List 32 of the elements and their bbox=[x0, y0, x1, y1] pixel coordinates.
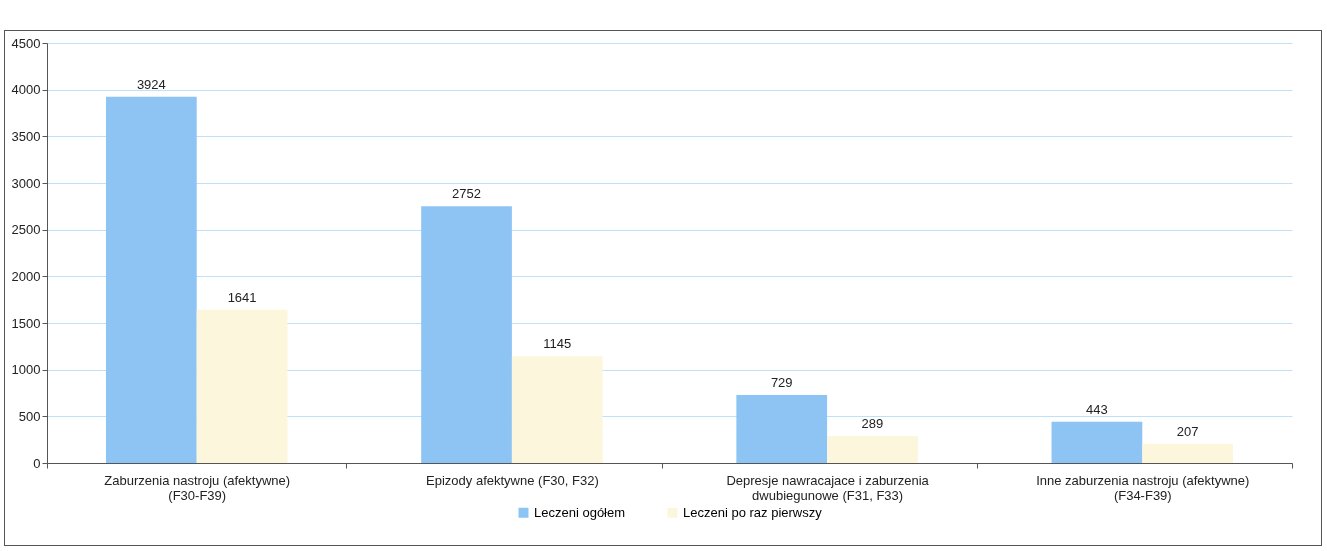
x-tick-label: Inne zaburzenia nastroju (afektywne) (F34-F39) bbox=[1036, 472, 1250, 503]
data-label: 1641 bbox=[227, 289, 257, 305]
data-label: 3924 bbox=[136, 76, 166, 92]
bar bbox=[196, 309, 288, 463]
y-tick-label: 1500 bbox=[11, 315, 41, 331]
data-label: 729 bbox=[770, 374, 793, 390]
legend-label: Leczeni po raz pierwszy bbox=[683, 504, 823, 520]
y-tick-label: 1000 bbox=[11, 362, 41, 378]
bar bbox=[1051, 421, 1143, 463]
data-label: 2752 bbox=[452, 186, 481, 202]
x-tick-label: Depresje nawracajace i zaburzenia dwubiegunowe (F31, F33) bbox=[726, 472, 930, 503]
y-tick-label: 0 bbox=[33, 455, 41, 471]
bar bbox=[511, 356, 603, 463]
y-tick-label: 3500 bbox=[11, 128, 41, 144]
x-tick-label: Zaburzenia nastroju (afektywne) (F30-F39) bbox=[104, 472, 291, 503]
bar bbox=[736, 394, 828, 463]
bar bbox=[105, 96, 197, 463]
x-tick-label: Epizody afektywne (F30, F32) bbox=[426, 472, 599, 488]
data-label: 207 bbox=[1176, 423, 1199, 439]
y-tick-label: 4500 bbox=[11, 35, 41, 51]
y-tick-label: 4000 bbox=[11, 82, 41, 98]
y-tick-label: 3000 bbox=[11, 175, 41, 191]
legend-label: Leczeni ogółem bbox=[534, 504, 626, 520]
bar bbox=[1142, 443, 1234, 463]
y-tick-label: 2000 bbox=[11, 268, 41, 284]
bar bbox=[421, 206, 512, 463]
bar bbox=[827, 436, 918, 463]
y-tick-label: 500 bbox=[18, 408, 41, 424]
data-label: 443 bbox=[1086, 401, 1108, 417]
y-tick-label: 2500 bbox=[11, 222, 41, 238]
data-label: 1145 bbox=[543, 336, 572, 352]
data-label: 289 bbox=[861, 416, 884, 432]
